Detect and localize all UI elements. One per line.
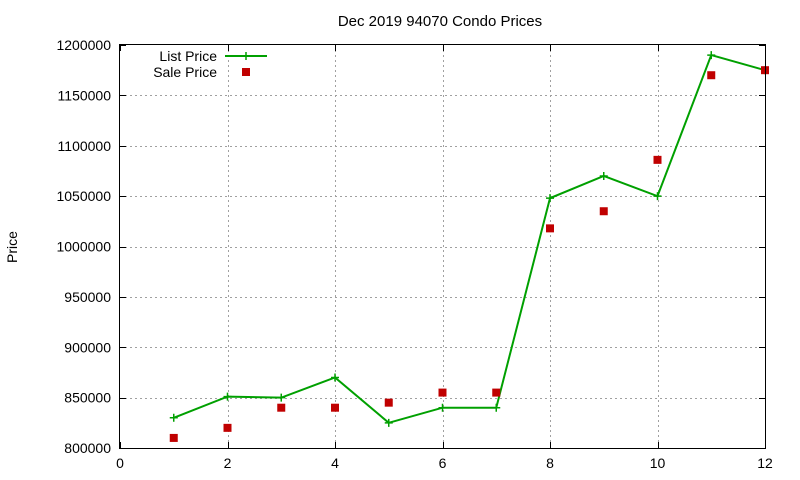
y-tick-label: 850000 bbox=[64, 390, 111, 406]
list-price-point bbox=[546, 194, 554, 203]
sale-price-point bbox=[223, 423, 232, 432]
sale-price-point bbox=[331, 403, 339, 412]
x-tick-label: 10 bbox=[650, 455, 666, 471]
tick-labels: 0 2 4 6 8 10 12 800000 850000 900000 950000 1000000… bbox=[56, 37, 773, 471]
grid bbox=[120, 45, 765, 448]
sale-price-point bbox=[492, 388, 501, 397]
y-tick-label: 1150000 bbox=[58, 87, 112, 103]
chart-title: Dec 2019 94070 Condo Prices bbox=[338, 13, 542, 30]
list-price-point bbox=[653, 192, 662, 201]
axis-ticks bbox=[120, 45, 766, 449]
x-tick-label: 0 bbox=[116, 455, 124, 471]
list-price-point bbox=[331, 373, 339, 382]
y-tick-label: 950000 bbox=[64, 289, 111, 305]
sale-price-point bbox=[546, 224, 554, 233]
list-price-point bbox=[492, 403, 501, 412]
list-price-point bbox=[169, 413, 178, 422]
list-price-point bbox=[384, 418, 393, 427]
y-tick-label: 1050000 bbox=[56, 188, 111, 204]
legend-swatch-marker bbox=[242, 52, 250, 60]
y-axis-label: Price bbox=[4, 231, 20, 263]
legend-label: Sale Price bbox=[153, 64, 217, 80]
x-tick-label: 6 bbox=[439, 455, 447, 471]
list-price-point bbox=[707, 51, 716, 60]
sale-price-point bbox=[169, 433, 178, 442]
plot-frame bbox=[119, 44, 766, 449]
x-tick-label: 2 bbox=[224, 455, 232, 471]
y-tick-label: 1200000 bbox=[56, 37, 111, 53]
list-price-point bbox=[438, 403, 447, 412]
y-tick-label: 1000000 bbox=[56, 239, 111, 255]
x-tick-label: 4 bbox=[331, 455, 339, 471]
x-tick-label: 8 bbox=[546, 455, 554, 471]
list-price-point bbox=[223, 392, 232, 401]
list-price-point bbox=[599, 171, 608, 180]
legend-swatch-marker bbox=[242, 68, 250, 76]
y-tick-label: 900000 bbox=[64, 339, 111, 355]
sale-price-point bbox=[653, 155, 662, 164]
legend-label: List Price bbox=[159, 48, 217, 64]
series-layer bbox=[169, 51, 769, 442]
sale-price-point bbox=[384, 398, 393, 407]
list-price-line bbox=[173, 53, 766, 424]
sale-price-point bbox=[599, 207, 608, 216]
y-tick-label: 1100000 bbox=[58, 138, 112, 154]
sale-price-point bbox=[277, 403, 286, 412]
sale-price-point bbox=[707, 71, 716, 80]
list-price-point bbox=[277, 393, 286, 402]
y-tick-label: 800000 bbox=[64, 440, 111, 456]
sale-price-point bbox=[438, 388, 447, 397]
x-tick-label: 12 bbox=[757, 455, 773, 471]
